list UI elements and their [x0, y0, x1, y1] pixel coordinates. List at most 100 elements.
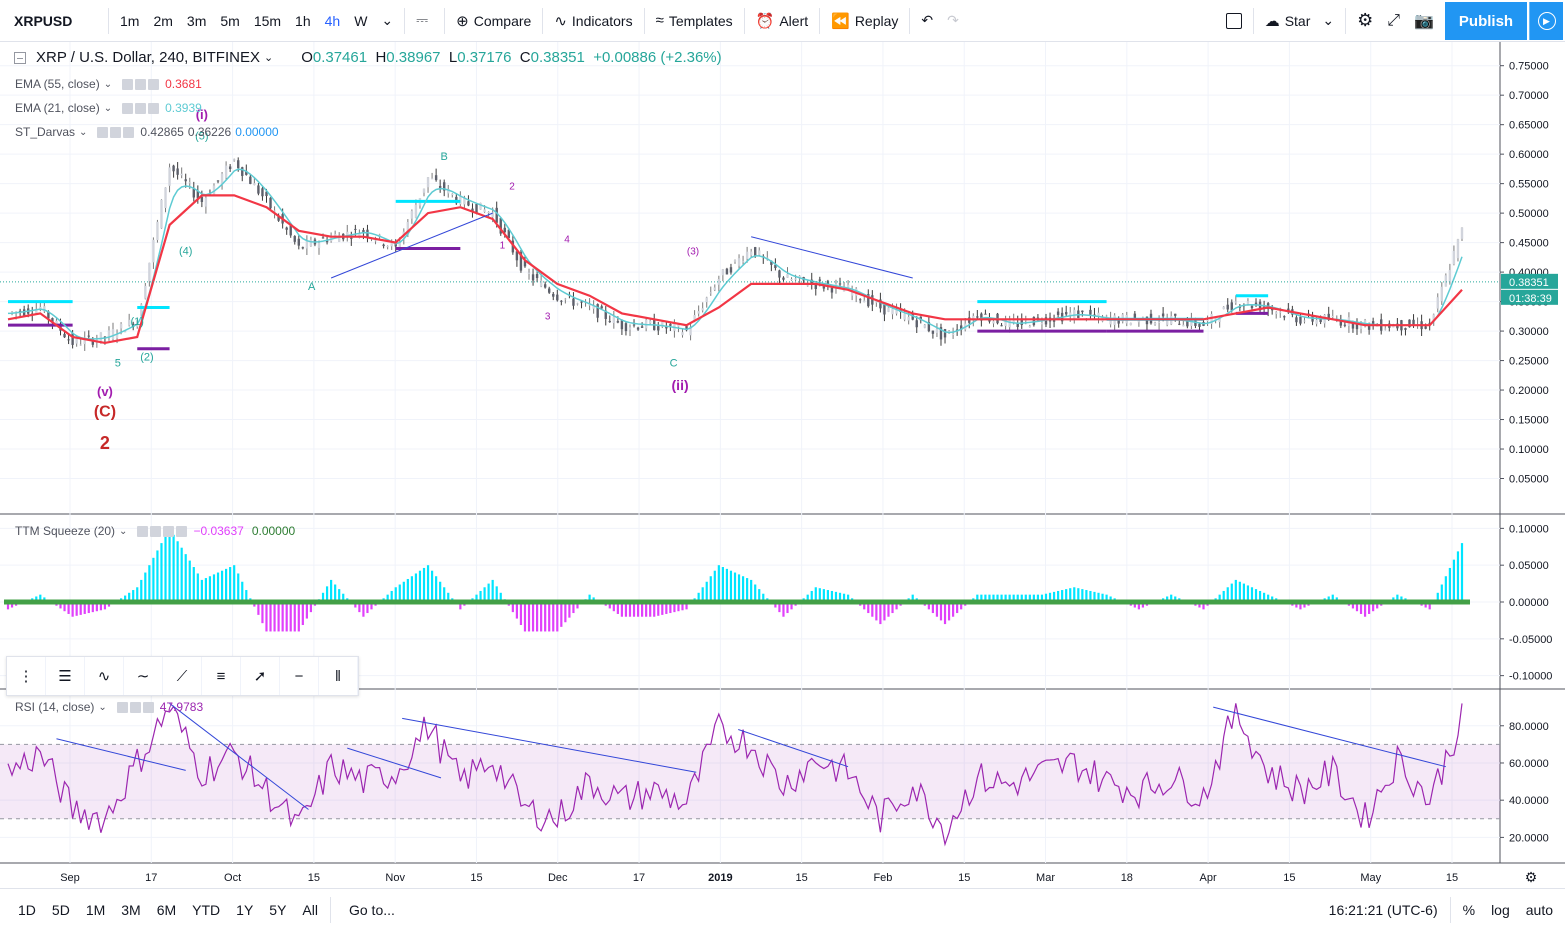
expand-icon: ⤢: [1387, 11, 1401, 29]
indicators-icon: ∿: [554, 12, 567, 30]
ttm-bar: [523, 602, 527, 632]
undo-button[interactable]: ↶: [914, 5, 940, 37]
range-1y[interactable]: 1Y: [236, 902, 254, 918]
clock[interactable]: 16:21:21 (UTC-6): [1328, 902, 1438, 918]
interval-2m[interactable]: 2m: [153, 12, 173, 29]
ttm-label[interactable]: TTM Squeeze (20): [15, 524, 116, 538]
gear-icon[interactable]: [110, 126, 122, 138]
close-icon[interactable]: [176, 525, 188, 537]
chevron-down-icon[interactable]: ⌄: [381, 12, 394, 28]
alert-button[interactable]: ⏰ Alert: [749, 5, 815, 37]
ttm-bar: [863, 602, 866, 610]
ttm-value-1: −0.03637: [193, 524, 244, 538]
ttm-bar: [935, 602, 939, 617]
candle-body: [564, 298, 567, 300]
replay-button[interactable]: ⏪ Replay: [824, 5, 905, 37]
chevron-down-icon[interactable]: ⌄: [79, 126, 88, 138]
interval-5m[interactable]: 5m: [220, 12, 240, 29]
percent-toggle[interactable]: %: [1462, 902, 1476, 918]
eye-icon[interactable]: [122, 78, 134, 90]
candle-body: [842, 288, 846, 292]
range-3m[interactable]: 3M: [121, 902, 141, 918]
range-1d[interactable]: 1D: [18, 902, 36, 918]
candle-style-button[interactable]: ⎓: [409, 5, 440, 37]
interval-w[interactable]: W: [354, 12, 368, 29]
ray-icon[interactable]: ➚: [241, 657, 280, 695]
fullscreen-button[interactable]: ⤢: [1380, 5, 1407, 37]
close-icon[interactable]: [142, 701, 154, 713]
candle-body: [612, 316, 616, 324]
trend-line-icon[interactable]: ⟋: [163, 657, 202, 695]
interval-15m[interactable]: 15m: [253, 12, 282, 29]
interval-4h[interactable]: 4h: [324, 12, 341, 29]
darvas-label[interactable]: ST_Darvas: [15, 125, 76, 139]
close-icon[interactable]: [148, 78, 160, 90]
ema21-label[interactable]: EMA (21, close): [15, 101, 100, 115]
chevron-down-icon[interactable]: ⌄: [103, 78, 113, 90]
settings-button[interactable]: ⚙: [1350, 5, 1380, 37]
snapshot-button[interactable]: 📷: [1407, 5, 1441, 37]
eye-icon[interactable]: [122, 102, 134, 114]
rsi-label[interactable]: RSI (14, close): [15, 700, 95, 714]
templates-button[interactable]: ≈ Templates: [649, 5, 740, 37]
gear-icon[interactable]: [135, 102, 147, 114]
play-button[interactable]: ▶: [1529, 2, 1563, 40]
range-5d[interactable]: 5D: [51, 902, 70, 918]
range-all[interactable]: All: [302, 902, 318, 918]
chart-canvas[interactable]: 0.75000 0.70000 0.65000 0.60000 0.55000 0.500…: [0, 42, 1565, 888]
eye-icon[interactable]: [137, 525, 149, 537]
ema55-label[interactable]: EMA (55, close): [15, 77, 100, 91]
redo-button[interactable]: ↷: [940, 5, 966, 37]
collapse-legend-icon[interactable]: [14, 51, 26, 64]
interval-1h[interactable]: 1h: [295, 12, 311, 29]
log-toggle[interactable]: log: [1491, 902, 1510, 918]
fib-icon[interactable]: ‖: [319, 657, 358, 695]
lock-icon[interactable]: [163, 525, 175, 537]
parallel-channel-icon[interactable]: ≡: [202, 657, 241, 695]
interval-3m[interactable]: 3m: [186, 12, 207, 29]
series-title[interactable]: XRP / U.S. Dollar, 240, BITFINEX: [36, 49, 260, 66]
star-button[interactable]: ☁ Star ⌄: [1258, 5, 1341, 37]
close-icon[interactable]: [148, 102, 160, 114]
close-icon[interactable]: [123, 126, 135, 138]
eye-icon[interactable]: [97, 126, 109, 138]
range-1m[interactable]: 1M: [85, 902, 106, 918]
compare-button[interactable]: ⊕ Compare: [449, 5, 538, 37]
ttm-bar: [649, 602, 652, 617]
elliott-correction-icon[interactable]: ∼: [124, 657, 163, 695]
rsi-trendline: [1213, 706, 1446, 768]
range-5y[interactable]: 5Y: [269, 902, 287, 918]
candle-body: [1351, 321, 1355, 329]
elliott-impulse-icon[interactable]: ∿: [85, 657, 124, 695]
candle-body: [737, 258, 741, 266]
range-6m[interactable]: 6M: [156, 902, 177, 918]
symbol-search[interactable]: XRPUSD: [14, 12, 73, 29]
gear-icon[interactable]: [150, 525, 162, 537]
lines-menu-icon[interactable]: ☰: [46, 657, 85, 695]
close-label: C: [519, 49, 531, 66]
indicators-button[interactable]: ∿ Indicators: [547, 5, 639, 37]
fullscreen-layout-button[interactable]: [1219, 5, 1249, 37]
drag-handle-icon[interactable]: ⋮: [7, 657, 46, 695]
chevron-down-icon[interactable]: ⌄: [98, 701, 107, 713]
horizontal-ray-icon[interactable]: −: [280, 657, 319, 695]
eye-icon[interactable]: [116, 701, 128, 713]
chevron-down-icon[interactable]: ⌄: [103, 102, 113, 114]
ttm-bar: [1440, 584, 1443, 602]
x-tick-label: 18: [1121, 872, 1133, 884]
ttm-bar: [63, 602, 66, 612]
gear-icon[interactable]: [129, 701, 141, 713]
goto-button[interactable]: Go to...: [348, 902, 395, 918]
candle-body: [123, 331, 127, 333]
gear-icon[interactable]: [135, 78, 147, 90]
auto-toggle[interactable]: auto: [1525, 902, 1553, 918]
chevron-down-icon[interactable]: ⌄: [119, 525, 128, 537]
candle-body: [309, 239, 313, 247]
publish-button[interactable]: Publish: [1445, 2, 1527, 40]
range-ytd[interactable]: YTD: [192, 902, 221, 918]
candle-body: [127, 319, 131, 326]
interval-1m[interactable]: 1m: [120, 12, 140, 29]
ttm-bar: [952, 602, 955, 617]
chevron-down-icon[interactable]: ⌄: [263, 52, 274, 64]
y-tick-label: 0.60000: [1509, 149, 1549, 161]
